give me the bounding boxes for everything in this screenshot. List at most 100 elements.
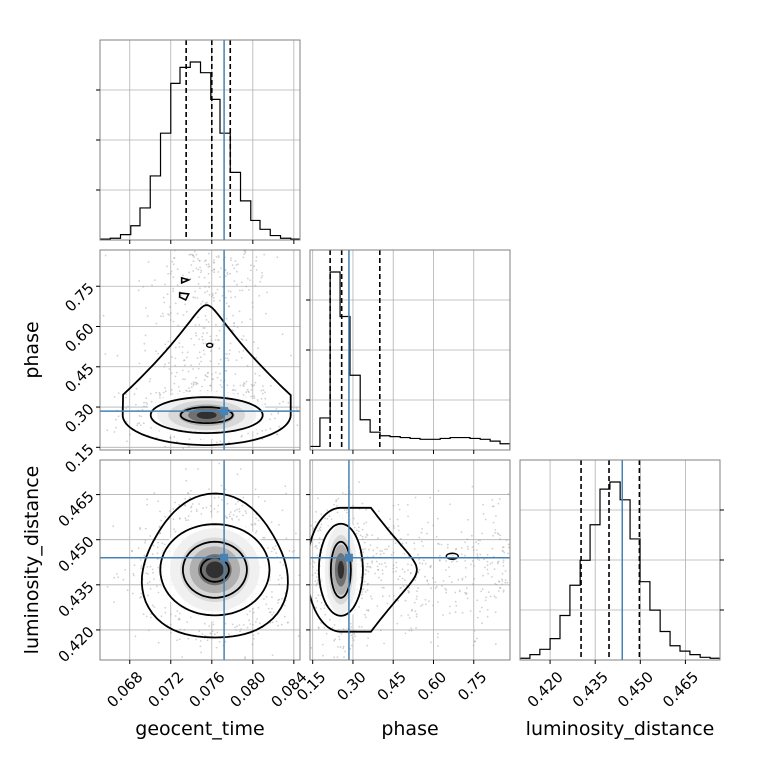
sample-point xyxy=(187,370,190,373)
sample-point xyxy=(381,572,384,575)
sample-point xyxy=(418,568,421,571)
sample-point xyxy=(369,544,372,546)
sample-point xyxy=(429,496,431,499)
sample-point xyxy=(328,515,331,518)
sample-point xyxy=(244,251,247,254)
sample-point xyxy=(429,566,432,569)
sample-point xyxy=(283,615,286,618)
sample-point xyxy=(216,376,219,379)
sample-point xyxy=(392,594,395,597)
sample-point xyxy=(358,481,360,483)
sample-point xyxy=(421,527,423,530)
sample-point xyxy=(250,395,252,398)
sample-point xyxy=(170,631,172,634)
sample-point xyxy=(436,517,439,520)
sample-point xyxy=(277,624,279,627)
sample-point xyxy=(497,560,500,563)
sample-point xyxy=(396,518,399,521)
sample-point xyxy=(149,588,152,590)
sample-point xyxy=(204,286,206,288)
sample-point xyxy=(190,382,193,385)
sample-point xyxy=(415,598,418,600)
sample-point xyxy=(230,296,232,299)
sample-point xyxy=(113,396,116,398)
sample-point xyxy=(229,511,232,513)
sample-point xyxy=(342,645,345,648)
sample-point xyxy=(464,554,466,557)
sample-point xyxy=(381,586,384,589)
y-tick-label: 0.420 xyxy=(55,623,98,666)
sample-point xyxy=(142,422,145,425)
sample-point xyxy=(421,603,424,606)
sample-point xyxy=(172,290,175,292)
sample-point xyxy=(271,591,273,593)
sample-point xyxy=(125,396,127,399)
sample-point xyxy=(218,462,221,465)
truth-marker xyxy=(344,553,353,562)
sample-point xyxy=(454,600,457,603)
contour-island xyxy=(180,276,192,285)
sample-point xyxy=(102,314,105,317)
sample-point xyxy=(476,555,479,557)
sample-point xyxy=(194,324,197,326)
sample-point xyxy=(210,510,213,513)
sample-point xyxy=(473,640,476,643)
sample-point xyxy=(232,514,235,516)
sample-point xyxy=(125,407,128,410)
sample-point xyxy=(112,525,115,528)
sample-point xyxy=(167,273,170,275)
histogram-phase xyxy=(310,271,510,450)
sample-point xyxy=(344,650,346,653)
sample-point xyxy=(135,387,138,390)
sample-point xyxy=(233,325,235,327)
sample-point xyxy=(386,602,389,605)
sample-point xyxy=(261,274,264,277)
sample-point xyxy=(228,513,231,516)
sample-point xyxy=(225,296,227,299)
sample-point xyxy=(311,566,314,568)
sample-point xyxy=(320,513,323,516)
sample-point xyxy=(245,391,248,394)
sample-point xyxy=(137,289,140,292)
sample-point xyxy=(170,312,172,314)
sample-point xyxy=(148,580,151,583)
sample-point xyxy=(214,633,216,636)
sample-point xyxy=(211,373,213,376)
sample-point xyxy=(205,506,208,509)
sample-point xyxy=(256,618,259,620)
sample-point xyxy=(209,384,212,387)
sample-point xyxy=(316,554,319,557)
sample-point xyxy=(238,351,241,353)
sample-point xyxy=(372,549,375,552)
sample-point xyxy=(250,383,253,386)
histogram-geocent_time xyxy=(100,61,300,240)
sample-point xyxy=(307,611,309,613)
sample-point xyxy=(177,324,180,327)
sample-point xyxy=(393,527,395,529)
sample-point xyxy=(417,570,420,573)
sample-point xyxy=(407,589,409,592)
sample-point xyxy=(169,436,172,439)
sample-point xyxy=(422,545,424,547)
sample-point xyxy=(204,315,207,317)
sample-point xyxy=(236,625,239,628)
sample-point xyxy=(338,638,341,641)
sample-point xyxy=(305,519,307,521)
sample-point xyxy=(204,634,206,637)
sample-point xyxy=(432,524,435,527)
sample-point xyxy=(226,357,229,360)
sample-point xyxy=(475,541,477,544)
sample-point xyxy=(358,625,361,628)
sample-point xyxy=(270,413,273,416)
sample-point xyxy=(212,297,215,299)
sample-point xyxy=(420,531,423,534)
sample-point xyxy=(221,286,224,288)
sample-point xyxy=(317,626,320,629)
sample-point xyxy=(271,654,274,657)
sample-point xyxy=(157,641,160,644)
sample-point xyxy=(211,294,214,297)
sample-point xyxy=(199,645,202,648)
sample-point xyxy=(367,609,370,611)
sample-point xyxy=(461,579,464,581)
sample-point xyxy=(159,525,161,528)
